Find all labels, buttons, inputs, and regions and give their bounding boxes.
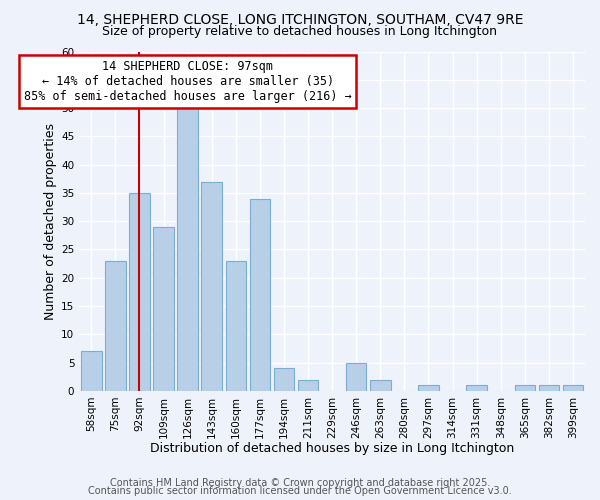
Text: 14 SHEPHERD CLOSE: 97sqm
← 14% of detached houses are smaller (35)
85% of semi-d: 14 SHEPHERD CLOSE: 97sqm ← 14% of detach… — [24, 60, 352, 103]
Bar — [563, 385, 583, 391]
Bar — [274, 368, 294, 391]
Bar — [153, 227, 174, 391]
Bar — [105, 261, 125, 391]
Text: Contains HM Land Registry data © Crown copyright and database right 2025.: Contains HM Land Registry data © Crown c… — [110, 478, 490, 488]
Bar — [346, 362, 367, 391]
Bar — [250, 198, 270, 391]
Bar — [81, 352, 101, 391]
Text: Size of property relative to detached houses in Long Itchington: Size of property relative to detached ho… — [103, 25, 497, 38]
Text: Contains public sector information licensed under the Open Government Licence v3: Contains public sector information licen… — [88, 486, 512, 496]
Bar — [298, 380, 318, 391]
Bar — [129, 193, 149, 391]
Bar — [226, 261, 246, 391]
Bar — [178, 108, 198, 391]
Bar — [370, 380, 391, 391]
Bar — [466, 385, 487, 391]
Text: 14, SHEPHERD CLOSE, LONG ITCHINGTON, SOUTHAM, CV47 9RE: 14, SHEPHERD CLOSE, LONG ITCHINGTON, SOU… — [77, 12, 523, 26]
Bar — [418, 385, 439, 391]
Y-axis label: Number of detached properties: Number of detached properties — [44, 122, 57, 320]
X-axis label: Distribution of detached houses by size in Long Itchington: Distribution of detached houses by size … — [150, 442, 514, 455]
Bar — [515, 385, 535, 391]
Bar — [539, 385, 559, 391]
Bar — [202, 182, 222, 391]
